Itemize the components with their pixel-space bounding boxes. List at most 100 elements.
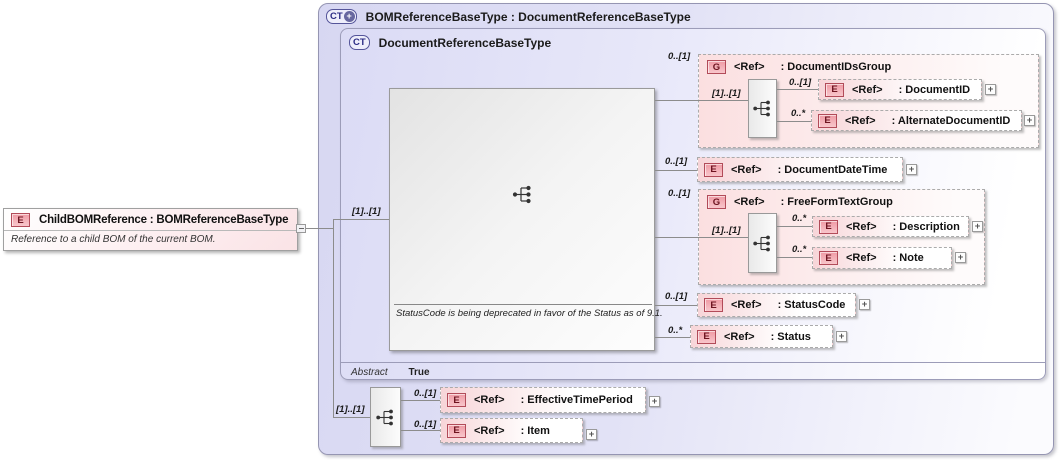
sequence-icon[interactable] <box>370 387 401 447</box>
cardinality-label: 0..[1] <box>789 77 812 88</box>
cardinality-label: [1]..[1] <box>336 404 365 415</box>
expand-icon[interactable]: + <box>906 164 917 175</box>
root-title-row: E ChildBOMReference : BOMReferenceBaseTy… <box>4 209 297 230</box>
element-badge: E <box>447 393 466 407</box>
inner-header: CT DocumentReferenceBaseType <box>349 35 551 50</box>
ref-label: <Ref> <box>724 330 755 343</box>
sequence-icon[interactable] <box>748 79 777 138</box>
element-note[interactable]: E <Ref> : Note <box>812 247 952 269</box>
abstract-label: Abstract <box>351 367 388 378</box>
connector-line <box>401 430 440 431</box>
connector-line <box>777 257 812 258</box>
inner-title: DocumentReferenceBaseType <box>378 35 552 50</box>
connector-line <box>333 219 334 417</box>
abstract-row: Abstract True <box>341 362 1045 378</box>
element-badge: E <box>11 213 30 227</box>
connector-line <box>655 100 698 101</box>
complextype-plus-icon: CT + <box>326 9 357 24</box>
cardinality-label: 0..* <box>792 244 807 255</box>
cardinality-label: 0..* <box>668 325 683 336</box>
element-documentdatetime[interactable]: E <Ref> : DocumentDateTime <box>697 157 903 182</box>
element-badge: E <box>704 298 723 312</box>
group-header: G <Ref> : FreeFormTextGroup <box>699 190 984 209</box>
connector-line <box>698 100 748 101</box>
element-status[interactable]: E <Ref> : Status <box>690 325 833 348</box>
plus-circle-icon: + <box>343 11 355 22</box>
connector-line <box>655 337 690 338</box>
cardinality-label: 0..[1] <box>414 388 437 399</box>
element-childbomreference[interactable]: E ChildBOMReference : BOMReferenceBaseTy… <box>3 208 298 251</box>
group-name: : DocumentIDsGroup <box>780 61 892 73</box>
element-badge: E <box>697 329 716 344</box>
element-name: : Description <box>892 220 960 233</box>
element-documentid[interactable]: E <Ref> : DocumentID <box>818 79 982 100</box>
connector-line <box>698 237 748 238</box>
connector-line <box>333 219 389 220</box>
ref-label: <Ref> <box>474 424 505 437</box>
element-description[interactable]: E <Ref> : Description <box>812 216 969 237</box>
connector-line <box>655 237 698 238</box>
connector-line <box>777 89 818 90</box>
connector-line <box>655 305 697 306</box>
outer-title: BOMReferenceBaseType : DocumentReference… <box>365 9 691 24</box>
group-header: G <Ref> : DocumentIDsGroup <box>699 55 1038 74</box>
ct-badge-label: CT <box>330 11 343 22</box>
element-name: : StatusCode <box>777 299 846 311</box>
element-item[interactable]: E <Ref> : Item <box>440 418 583 443</box>
element-badge: E <box>447 423 466 438</box>
cardinality-label: 0..* <box>791 108 806 119</box>
group-name: : FreeFormTextGroup <box>780 196 893 208</box>
expand-icon[interactable]: + <box>985 84 996 95</box>
sequence-icon[interactable] <box>748 213 777 273</box>
ref-label: <Ref> <box>734 196 765 208</box>
group-badge: G <box>707 60 726 74</box>
root-title: ChildBOMReference : BOMReferenceBaseType <box>39 214 289 226</box>
ref-label: <Ref> <box>852 83 883 96</box>
element-name: : DocumentID <box>898 83 971 96</box>
root-annotation: Reference to a child BOM of the current … <box>4 230 297 248</box>
cardinality-label: 0..[1] <box>414 419 437 430</box>
element-name: : DocumentDateTime <box>777 163 888 176</box>
ref-label: <Ref> <box>474 394 505 406</box>
complextype-icon: CT <box>349 35 370 50</box>
element-badge: E <box>819 251 838 265</box>
ref-label: <Ref> <box>731 299 762 311</box>
cardinality-label: 0..* <box>792 213 807 224</box>
outer-header: CT + BOMReferenceBaseType : DocumentRefe… <box>326 9 691 24</box>
expand-icon[interactable]: + <box>859 299 870 310</box>
connector-line <box>306 228 333 229</box>
element-badge: E <box>818 113 837 128</box>
expand-icon[interactable]: + <box>649 396 660 407</box>
expand-icon[interactable]: + <box>955 252 966 263</box>
element-name: : AlternateDocumentID <box>891 114 1011 127</box>
expand-icon[interactable]: + <box>972 221 983 232</box>
expand-icon[interactable]: + <box>586 429 597 440</box>
element-name: : Status <box>770 330 811 343</box>
ref-label: <Ref> <box>846 220 877 233</box>
ref-label: <Ref> <box>734 61 765 73</box>
ref-label: <Ref> <box>845 114 876 127</box>
element-name: : EffectiveTimePeriod <box>520 394 633 406</box>
cardinality-label: 0..[1] <box>665 156 688 167</box>
cardinality-label: 0..[1] <box>668 188 691 199</box>
expand-icon[interactable]: + <box>836 331 847 342</box>
element-effectivetimeperiod[interactable]: E <Ref> : EffectiveTimePeriod <box>440 387 646 413</box>
content-model-box[interactable]: StatusCode is being deprecated in favor … <box>389 88 663 351</box>
cardinality-label: 0..[1] <box>668 51 691 62</box>
connector-line <box>401 400 440 401</box>
element-name: : Note <box>892 252 924 264</box>
ref-label: <Ref> <box>846 252 877 264</box>
element-name: : Item <box>520 424 550 437</box>
ref-label: <Ref> <box>731 163 762 176</box>
element-alternatedocumentid[interactable]: E <Ref> : AlternateDocumentID <box>811 110 1022 131</box>
collapse-handle-icon[interactable] <box>296 224 306 233</box>
cardinality-label: [1]..[1] <box>712 88 741 99</box>
element-badge: E <box>704 162 723 177</box>
deprecation-note: StatusCode is being deprecated in favor … <box>394 304 663 319</box>
cardinality-label: [1]..[1] <box>712 225 741 236</box>
element-statuscode[interactable]: E <Ref> : StatusCode <box>697 293 856 317</box>
connector-line <box>655 170 697 171</box>
expand-icon[interactable]: + <box>1024 115 1035 126</box>
cardinality-label: [1]..[1] <box>352 206 381 217</box>
